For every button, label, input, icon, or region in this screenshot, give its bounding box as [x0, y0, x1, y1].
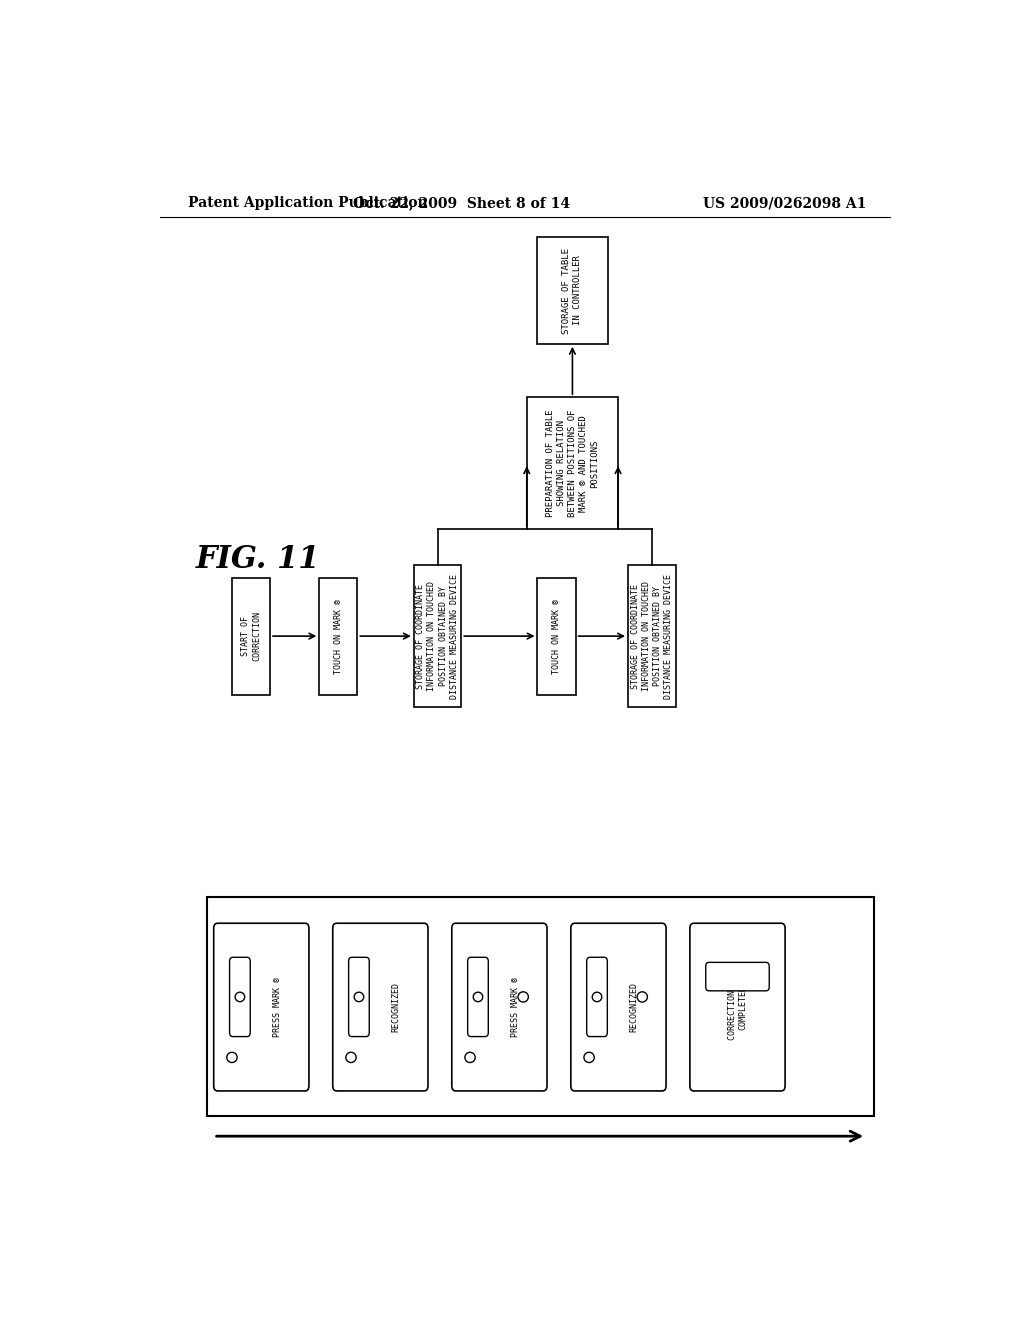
Bar [207, 898, 874, 1115]
Ellipse shape [226, 1052, 238, 1063]
Bar [526, 397, 618, 529]
FancyBboxPatch shape [570, 923, 666, 1090]
FancyBboxPatch shape [333, 923, 428, 1090]
FancyBboxPatch shape [452, 923, 547, 1090]
Text: PRESS MARK ®: PRESS MARK ® [511, 977, 520, 1038]
Ellipse shape [518, 991, 528, 1002]
Ellipse shape [465, 1052, 475, 1063]
Text: FIG. 11: FIG. 11 [196, 544, 319, 576]
Bar [537, 238, 608, 345]
Ellipse shape [592, 993, 602, 1002]
Ellipse shape [346, 1052, 356, 1063]
FancyBboxPatch shape [587, 957, 607, 1036]
Ellipse shape [584, 1052, 594, 1063]
Ellipse shape [236, 993, 245, 1002]
Text: CORRECTION IS
COMPLETED: CORRECTION IS COMPLETED [728, 974, 748, 1040]
Text: Oct. 22, 2009  Sheet 8 of 14: Oct. 22, 2009 Sheet 8 of 14 [352, 197, 570, 210]
Bar [319, 578, 357, 694]
Text: TOUCH ON MARK ®: TOUCH ON MARK ® [334, 598, 343, 673]
Text: RECOGNIZED: RECOGNIZED [392, 982, 400, 1032]
Text: TOUCH ON MARK ®: TOUCH ON MARK ® [552, 598, 561, 673]
FancyBboxPatch shape [214, 923, 309, 1090]
Text: STORAGE OF COORDINATE
INFORMATION ON TOUCHED
POSITION OBTAINED BY
DISTANCE MEASU: STORAGE OF COORDINATE INFORMATION ON TOU… [417, 574, 459, 698]
Text: START OF
CORRECTION: START OF CORRECTION [241, 611, 261, 661]
Bar [414, 565, 461, 708]
FancyBboxPatch shape [706, 962, 769, 991]
Text: PREPARATION OF TABLE
SHOWING RELATION
BETWEEN POSITIONS OF
MARK ® AND TOUCHED
PO: PREPARATION OF TABLE SHOWING RELATION BE… [546, 409, 599, 517]
FancyBboxPatch shape [468, 957, 488, 1036]
Ellipse shape [473, 993, 482, 1002]
Text: US 2009/0262098 A1: US 2009/0262098 A1 [702, 197, 866, 210]
FancyBboxPatch shape [229, 957, 250, 1036]
Ellipse shape [637, 991, 647, 1002]
FancyBboxPatch shape [348, 957, 370, 1036]
FancyBboxPatch shape [690, 923, 785, 1090]
Ellipse shape [354, 993, 364, 1002]
Bar [538, 578, 575, 694]
Text: RECOGNIZED: RECOGNIZED [630, 982, 639, 1032]
Text: PRESS MARK ®: PRESS MARK ® [272, 977, 282, 1038]
Bar [232, 578, 270, 694]
Text: STORAGE OF COORDINATE
INFORMATION ON TOUCHED
POSITION OBTAINED BY
DISTANCE MEASU: STORAGE OF COORDINATE INFORMATION ON TOU… [631, 574, 673, 698]
Bar [628, 565, 676, 708]
Text: Patent Application Publication: Patent Application Publication [187, 197, 427, 210]
Text: STORAGE OF TABLE
IN CONTROLLER: STORAGE OF TABLE IN CONTROLLER [562, 248, 583, 334]
